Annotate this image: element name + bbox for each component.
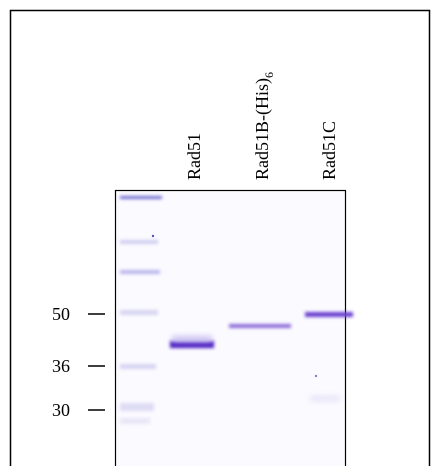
gel-figure: Rad51 Rad51B-(His)6 Rad51C 50 36 30 — [0, 0, 441, 466]
lane-label: Rad51 — [184, 133, 204, 180]
lane-label-text: Rad51B-(His) — [252, 78, 273, 180]
marker-label: 36 — [52, 356, 70, 376]
marker-label: 50 — [52, 304, 70, 324]
lane-label: Rad51B-(His)6 — [252, 72, 276, 180]
lane-label: Rad51C — [319, 121, 339, 180]
marker-label: 30 — [52, 400, 70, 420]
lane-label-subscript: 6 — [262, 72, 276, 78]
gel — [116, 191, 346, 467]
